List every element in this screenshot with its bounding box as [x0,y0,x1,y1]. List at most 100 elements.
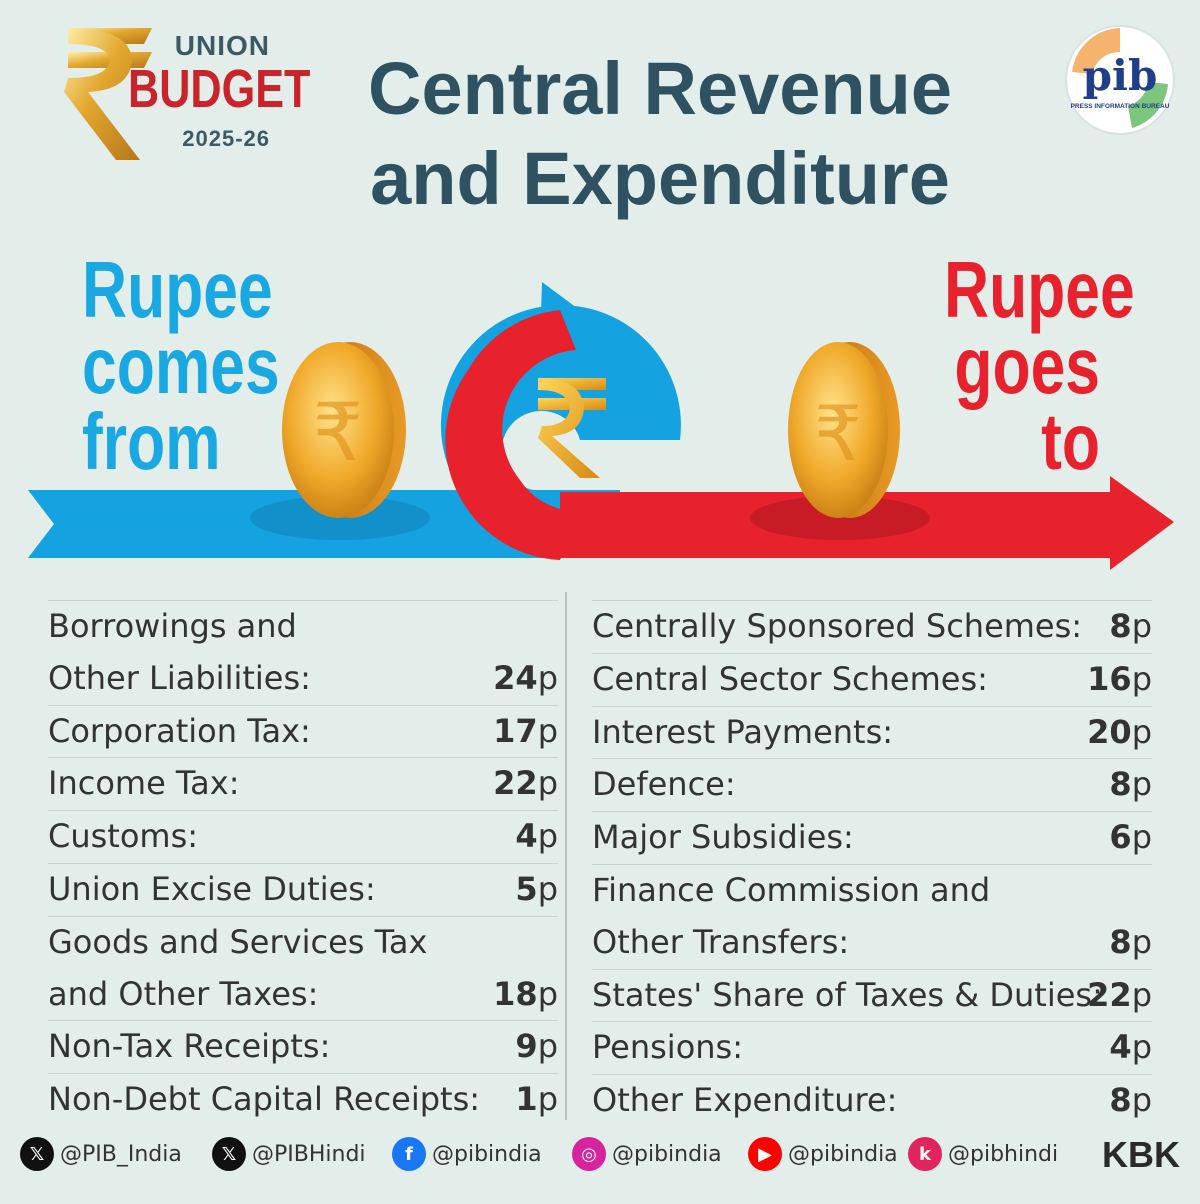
social-handle-text: @PIBHindi [252,1141,366,1167]
budget-union-text: UNION [174,30,270,61]
expenditure-label-continued: Other Transfers: [592,922,850,961]
income-label: Goods and Services Tax [48,922,428,961]
income-value: 5p [515,869,558,908]
expenditure-value: 8p [1109,1081,1152,1120]
expenditure-label: States' Share of Taxes & Duties: [592,975,1103,1014]
koo-icon: k [908,1137,942,1171]
social-handle-instagram[interactable]: ◎ @pibindia [572,1134,722,1174]
income-row: Union Excise Duties: 5p [48,862,558,916]
expenditure-value: 6p [1109,818,1152,857]
expenditure-value: 20p [1087,712,1152,751]
income-row: Borrowings and Other Liabilities: 24p [48,600,558,705]
comes-from-line-2: comes [82,321,280,410]
income-row: Non-Tax Receipts: 9p [48,1020,558,1073]
rupee-symbol-icon [64,28,152,160]
social-handle-facebook[interactable]: f @pibindia [392,1134,542,1174]
youtube-icon: ▶ [748,1137,782,1171]
center-rupee-icon [538,378,606,478]
x-icon: 𝕏 [20,1137,54,1171]
title-line-2: and Expenditure [370,137,950,220]
income-label: Borrowings and [48,607,297,645]
expenditure-row: Defence: 8p [592,758,1152,811]
income-value: 1p [515,1080,558,1119]
social-handle-text: @pibindia [432,1141,542,1167]
income-label: Union Excise Duties: [48,869,376,908]
expenditure-row: Major Subsidies: 6p [592,811,1152,864]
expenditure-row: States' Share of Taxes & Duties: 22p [592,968,1152,1022]
pib-logo-caption: PRESS INFORMATION BUREAU [1071,103,1170,110]
expenditure-label: Defence: [592,765,736,804]
expenditure-label: Interest Payments: [592,712,894,751]
expenditure-value: 22p [1087,975,1152,1014]
goes-to-line-2: goes [954,321,1100,410]
expenditure-value: 16p [1087,659,1152,698]
x-icon: 𝕏 [212,1137,246,1171]
union-budget-logo [64,28,152,160]
income-row: Customs: 4p [48,810,558,863]
expenditure-row: Centrally Sponsored Schemes: 8p [592,600,1152,653]
budget-word-text: BUDGET [128,59,311,119]
rupee-comes-from-heading: Rupee comes from [82,245,280,486]
income-label: Non-Tax Receipts: [48,1027,331,1066]
income-list: Borrowings and Other Liabilities: 24p Corpo… [48,600,558,1126]
goes-to-line-1: Rupee [944,245,1135,334]
page-title: Central Revenue and Expenditure [300,44,1020,224]
social-handle-text: @pibindia [612,1141,722,1167]
svg-text:₹: ₹ [313,386,364,479]
pib-logo: pib PRESS INFORMATION BUREAU [1065,25,1175,135]
expenditure-value: 8p [1109,922,1152,961]
income-row: Non-Debt Capital Receipts: 1p [48,1073,558,1126]
expenditure-value: 8p [1109,607,1152,645]
title-line-1: Central Revenue [368,47,952,130]
expenditure-row: Central Sector Schemes: 16p [592,652,1152,706]
social-handle-x[interactable]: 𝕏 @PIBHindi [212,1134,366,1174]
expenditure-value: 8p [1109,765,1152,804]
social-footer: KBK 𝕏 @PIB_India 𝕏 @PIBHindi f @pibindia ◎ @pib… [20,1134,1180,1178]
expenditure-label: Major Subsidies: [592,818,854,857]
facebook-icon: f [392,1137,426,1171]
income-value: 24p [493,658,558,697]
expenditure-row: Other Expenditure: 8p [592,1074,1152,1127]
income-label: Corporation Tax: [48,711,311,750]
expenditure-label: Centrally Sponsored Schemes: [592,607,1083,645]
income-value: 18p [493,974,558,1013]
social-handle-koo[interactable]: k @pibhindi [908,1134,1058,1174]
pib-logo-text: pib [1083,51,1158,100]
social-handle-text: @PIB_India [60,1141,182,1167]
expenditure-list: Centrally Sponsored Schemes: 8p Central Se… [592,600,1152,1127]
social-handle-youtube[interactable]: ▶ @pibindia [748,1134,898,1174]
income-label: Non-Debt Capital Receipts: [48,1080,481,1119]
comes-from-line-3: from [82,397,221,486]
credit-text: KBK [1102,1134,1180,1175]
expenditure-row: Interest Payments: 20p [592,705,1152,759]
social-handle-text: @pibindia [788,1141,898,1167]
expenditure-label: Finance Commission and [592,870,991,909]
social-handle-text: @pibhindi [948,1141,1059,1167]
social-handle-x[interactable]: 𝕏 @PIB_India [20,1134,182,1174]
goes-to-line-3: to [1041,397,1100,486]
svg-text:₹: ₹ [814,389,862,478]
column-divider [565,592,567,1120]
income-label-continued: Other Liabilities: [48,658,311,697]
income-row: Corporation Tax: 17p [48,704,558,758]
expenditure-label: Central Sector Schemes: [592,659,988,698]
income-row: Goods and Services Tax and Other Taxes: 18… [48,915,558,1021]
income-label: Income Tax: [48,764,240,803]
income-label-continued: and Other Taxes: [48,974,319,1013]
outgoing-red-arrow [445,310,1174,570]
right-coin-icon: ₹ [750,342,930,540]
rupee-goes-to-heading: Rupee goes to [944,245,1135,486]
comes-from-line-1: Rupee [82,245,273,334]
income-row: Income Tax: 22p [48,757,558,810]
instagram-icon: ◎ [572,1137,606,1171]
income-label: Customs: [48,817,199,856]
income-value: 17p [493,711,558,750]
budget-year-text: 2025-26 [182,126,270,151]
expenditure-row: Pensions: 4p [592,1021,1152,1074]
left-coin-icon: ₹ [250,342,430,540]
income-value: 9p [515,1027,558,1066]
income-value: 22p [493,764,558,803]
rupee-flow-graphic: ₹ ₹ [28,282,1174,570]
expenditure-label: Pensions: [592,1028,743,1067]
expenditure-value: 4p [1109,1028,1152,1067]
